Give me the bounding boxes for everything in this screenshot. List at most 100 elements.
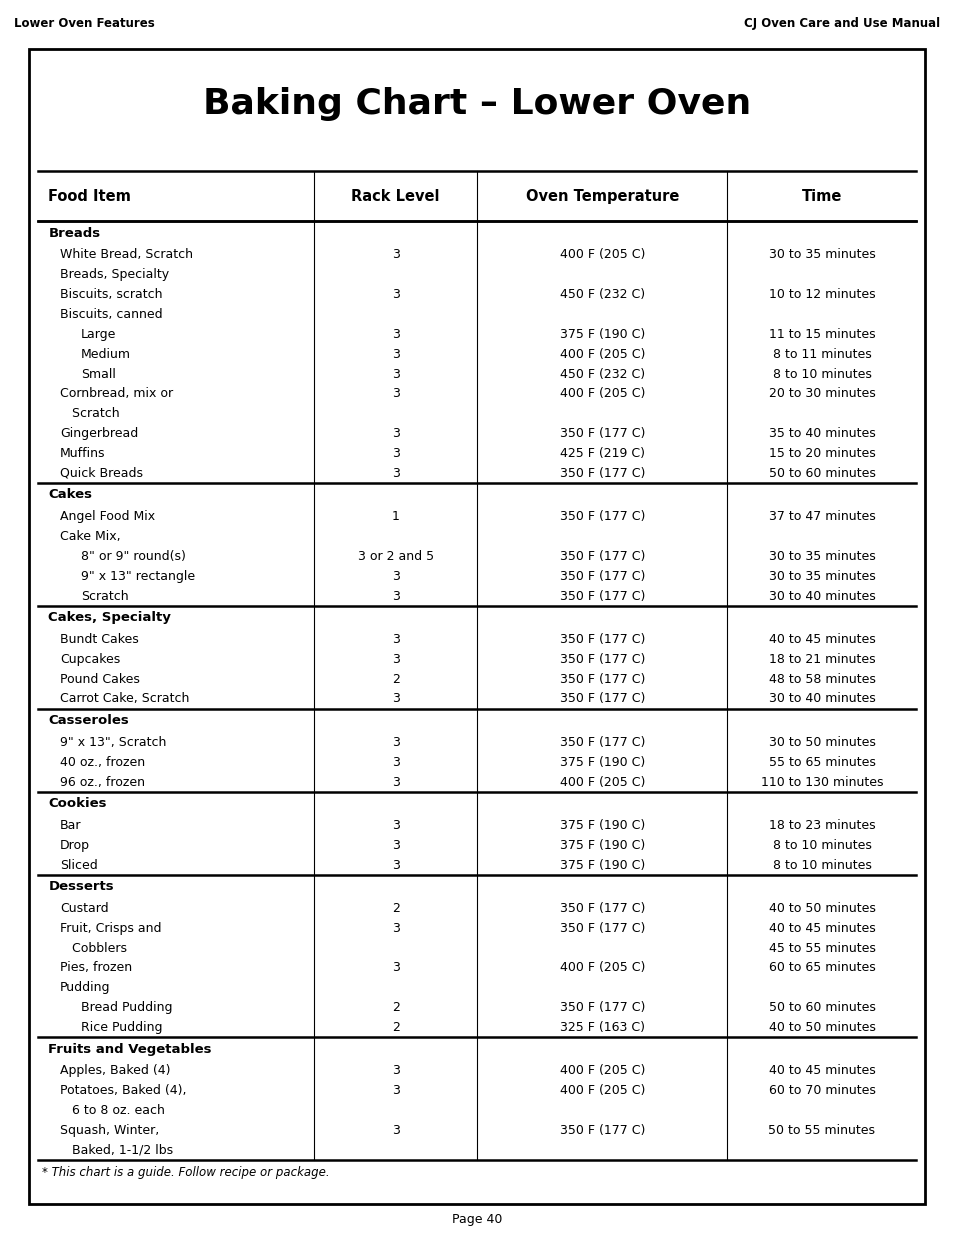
Text: 450 F (232 C): 450 F (232 C)	[559, 368, 644, 380]
Text: 3: 3	[392, 962, 399, 974]
Text: 40 to 45 minutes: 40 to 45 minutes	[768, 632, 875, 646]
Text: 30 to 35 minutes: 30 to 35 minutes	[768, 550, 875, 563]
Text: 3: 3	[392, 736, 399, 748]
Text: Custard: Custard	[60, 902, 109, 915]
Text: 400 F (205 C): 400 F (205 C)	[559, 1084, 644, 1097]
Text: 20 to 30 minutes: 20 to 30 minutes	[768, 388, 875, 400]
Text: Pies, frozen: Pies, frozen	[60, 962, 132, 974]
Text: 375 F (190 C): 375 F (190 C)	[559, 819, 644, 832]
Text: 2: 2	[392, 902, 399, 915]
Text: Lower Oven Features: Lower Oven Features	[14, 17, 155, 31]
Text: 30 to 35 minutes: 30 to 35 minutes	[768, 248, 875, 262]
Text: 350 F (177 C): 350 F (177 C)	[559, 1124, 644, 1137]
Text: 3: 3	[392, 1065, 399, 1077]
Text: Fruit, Crisps and: Fruit, Crisps and	[60, 921, 161, 935]
Text: Rack Level: Rack Level	[351, 189, 439, 204]
Text: 45 to 55 minutes: 45 to 55 minutes	[768, 941, 875, 955]
Text: 400 F (205 C): 400 F (205 C)	[559, 962, 644, 974]
Text: 3: 3	[392, 388, 399, 400]
Text: Drop: Drop	[60, 839, 90, 852]
Text: White Bread, Scratch: White Bread, Scratch	[60, 248, 193, 262]
Text: 40 to 45 minutes: 40 to 45 minutes	[768, 921, 875, 935]
Text: 3: 3	[392, 921, 399, 935]
Text: 350 F (177 C): 350 F (177 C)	[559, 550, 644, 563]
Text: Food Item: Food Item	[49, 189, 132, 204]
Text: Sliced: Sliced	[60, 858, 97, 872]
Text: 50 to 55 minutes: 50 to 55 minutes	[767, 1124, 875, 1137]
Text: 350 F (177 C): 350 F (177 C)	[559, 921, 644, 935]
Text: 3: 3	[392, 1084, 399, 1097]
Text: Cupcakes: Cupcakes	[60, 653, 120, 666]
Text: 40 to 50 minutes: 40 to 50 minutes	[768, 1021, 875, 1034]
Text: 18 to 21 minutes: 18 to 21 minutes	[768, 653, 874, 666]
Text: 400 F (205 C): 400 F (205 C)	[559, 248, 644, 262]
Text: 3: 3	[392, 368, 399, 380]
Text: Cakes: Cakes	[49, 489, 92, 501]
Text: Pound Cakes: Pound Cakes	[60, 673, 140, 685]
Text: Cobblers: Cobblers	[60, 941, 127, 955]
Text: 30 to 35 minutes: 30 to 35 minutes	[768, 569, 875, 583]
Text: 11 to 15 minutes: 11 to 15 minutes	[768, 327, 874, 341]
Text: 3: 3	[392, 467, 399, 480]
Text: 375 F (190 C): 375 F (190 C)	[559, 327, 644, 341]
Text: Bar: Bar	[60, 819, 81, 832]
Text: Biscuits, canned: Biscuits, canned	[60, 308, 162, 321]
Text: 8" or 9" round(s): 8" or 9" round(s)	[81, 550, 185, 563]
Text: 3: 3	[392, 347, 399, 361]
Text: 3: 3	[392, 693, 399, 705]
Text: 350 F (177 C): 350 F (177 C)	[559, 589, 644, 603]
Text: 3: 3	[392, 839, 399, 852]
Text: Cakes, Specialty: Cakes, Specialty	[49, 611, 171, 624]
Text: 350 F (177 C): 350 F (177 C)	[559, 569, 644, 583]
Text: 37 to 47 minutes: 37 to 47 minutes	[768, 510, 875, 524]
Text: Scratch: Scratch	[60, 408, 119, 420]
Text: 35 to 40 minutes: 35 to 40 minutes	[768, 427, 875, 440]
Text: 15 to 20 minutes: 15 to 20 minutes	[768, 447, 875, 459]
Text: Large: Large	[81, 327, 116, 341]
Text: 10 to 12 minutes: 10 to 12 minutes	[768, 288, 874, 301]
Text: 50 to 60 minutes: 50 to 60 minutes	[768, 467, 875, 480]
Text: 3 or 2 and 5: 3 or 2 and 5	[357, 550, 434, 563]
Text: 110 to 130 minutes: 110 to 130 minutes	[760, 776, 882, 788]
Text: 350 F (177 C): 350 F (177 C)	[559, 902, 644, 915]
Text: 60 to 65 minutes: 60 to 65 minutes	[768, 962, 875, 974]
Text: 40 to 50 minutes: 40 to 50 minutes	[768, 902, 875, 915]
Text: * This chart is a guide. Follow recipe or package.: * This chart is a guide. Follow recipe o…	[42, 1166, 330, 1179]
Text: 1: 1	[392, 510, 399, 524]
Text: Small: Small	[81, 368, 115, 380]
Text: Bread Pudding: Bread Pudding	[81, 1002, 172, 1014]
Text: 3: 3	[392, 288, 399, 301]
Text: 2: 2	[392, 1002, 399, 1014]
Text: Muffins: Muffins	[60, 447, 106, 459]
Text: 3: 3	[392, 447, 399, 459]
Text: 450 F (232 C): 450 F (232 C)	[559, 288, 644, 301]
Text: 3: 3	[392, 756, 399, 768]
Text: 30 to 50 minutes: 30 to 50 minutes	[768, 736, 875, 748]
Text: Cookies: Cookies	[49, 797, 107, 810]
Text: 8 to 10 minutes: 8 to 10 minutes	[772, 858, 870, 872]
Text: Squash, Winter,: Squash, Winter,	[60, 1124, 159, 1137]
Text: Baking Chart – Lower Oven: Baking Chart – Lower Oven	[203, 88, 750, 121]
Text: 2: 2	[392, 673, 399, 685]
Text: 3: 3	[392, 427, 399, 440]
Text: 375 F (190 C): 375 F (190 C)	[559, 839, 644, 852]
Text: 3: 3	[392, 653, 399, 666]
Text: 350 F (177 C): 350 F (177 C)	[559, 693, 644, 705]
Text: Angel Food Mix: Angel Food Mix	[60, 510, 155, 524]
Text: 18 to 23 minutes: 18 to 23 minutes	[768, 819, 874, 832]
Text: Oven Temperature: Oven Temperature	[525, 189, 679, 204]
Text: Desserts: Desserts	[49, 881, 113, 893]
Text: Fruits and Vegetables: Fruits and Vegetables	[49, 1042, 212, 1056]
Text: Carrot Cake, Scratch: Carrot Cake, Scratch	[60, 693, 190, 705]
Text: 3: 3	[392, 248, 399, 262]
Text: 8 to 10 minutes: 8 to 10 minutes	[772, 839, 870, 852]
Text: 50 to 60 minutes: 50 to 60 minutes	[768, 1002, 875, 1014]
Text: Quick Breads: Quick Breads	[60, 467, 143, 480]
Text: 3: 3	[392, 632, 399, 646]
Text: 350 F (177 C): 350 F (177 C)	[559, 1002, 644, 1014]
Text: Breads: Breads	[49, 227, 100, 240]
Text: 400 F (205 C): 400 F (205 C)	[559, 388, 644, 400]
Text: 350 F (177 C): 350 F (177 C)	[559, 632, 644, 646]
Text: Cake Mix,: Cake Mix,	[60, 530, 120, 543]
Text: 40 to 45 minutes: 40 to 45 minutes	[768, 1065, 875, 1077]
